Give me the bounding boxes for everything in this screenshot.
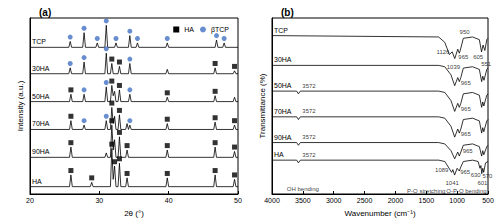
svg-text:90HA: 90HA xyxy=(32,148,50,155)
svg-text:HA: HA xyxy=(32,178,42,185)
svg-text:Intensity (a.u.): Intensity (a.u.) xyxy=(16,80,25,131)
svg-text:2500: 2500 xyxy=(357,197,373,204)
svg-text:1126: 1126 xyxy=(436,49,450,55)
svg-text:965: 965 xyxy=(460,169,471,175)
svg-text:TCP: TCP xyxy=(32,38,46,45)
svg-text:20: 20 xyxy=(26,197,34,204)
svg-text:40: 40 xyxy=(165,197,173,204)
svg-text:HA: HA xyxy=(184,26,194,33)
svg-text:P-O stretching: P-O stretching xyxy=(407,188,445,194)
svg-text:3500: 3500 xyxy=(295,197,311,204)
svg-text:HA: HA xyxy=(274,151,284,158)
svg-text:3572: 3572 xyxy=(302,152,316,158)
svg-text:βTCP: βTCP xyxy=(211,26,229,34)
svg-text:(a): (a) xyxy=(39,7,51,18)
svg-text:90HA: 90HA xyxy=(274,134,292,141)
svg-text:4000: 4000 xyxy=(264,197,280,204)
svg-text:2θ (°): 2θ (°) xyxy=(124,209,144,218)
svg-text:601: 601 xyxy=(477,180,488,186)
svg-text:OH bending: OH bending xyxy=(287,186,319,192)
svg-text:50HA: 50HA xyxy=(32,93,50,100)
svg-text:965: 965 xyxy=(463,148,474,154)
svg-text:630: 630 xyxy=(471,172,482,178)
svg-text:1500: 1500 xyxy=(418,197,434,204)
svg-text:605: 605 xyxy=(473,54,484,60)
svg-text:965: 965 xyxy=(458,54,469,60)
svg-text:950: 950 xyxy=(460,29,471,35)
svg-text:Wavenumber (cm⁻¹): Wavenumber (cm⁻¹) xyxy=(344,209,415,218)
svg-text:3572: 3572 xyxy=(302,83,316,89)
svg-text:(b): (b) xyxy=(281,7,294,18)
svg-text:500: 500 xyxy=(482,197,494,204)
svg-text:2000: 2000 xyxy=(388,197,404,204)
svg-text:70HA: 70HA xyxy=(32,120,50,127)
svg-text:570: 570 xyxy=(482,173,493,179)
svg-text:1089: 1089 xyxy=(435,167,449,173)
svg-text:30: 30 xyxy=(95,197,103,204)
svg-text:50HA: 50HA xyxy=(274,82,292,89)
svg-text:30HA: 30HA xyxy=(274,56,292,63)
svg-text:3000: 3000 xyxy=(326,197,342,204)
svg-text:965: 965 xyxy=(461,106,472,112)
svg-text:30HA: 30HA xyxy=(32,65,50,72)
svg-text:1000: 1000 xyxy=(449,197,465,204)
svg-text:965: 965 xyxy=(461,80,472,86)
svg-text:3572: 3572 xyxy=(302,108,316,114)
svg-text:551: 551 xyxy=(481,61,492,67)
svg-text:Transmittance (%): Transmittance (%) xyxy=(258,73,267,138)
svg-text:O-P-O bending: O-P-O bending xyxy=(446,188,486,194)
svg-text:TCP: TCP xyxy=(274,27,288,34)
svg-text:50: 50 xyxy=(234,197,242,204)
svg-text:965: 965 xyxy=(461,131,472,137)
svg-text:1041: 1041 xyxy=(446,180,460,186)
svg-text:3572: 3572 xyxy=(302,134,316,140)
svg-text:1039: 1039 xyxy=(447,64,461,70)
svg-text:70HA: 70HA xyxy=(274,108,292,115)
